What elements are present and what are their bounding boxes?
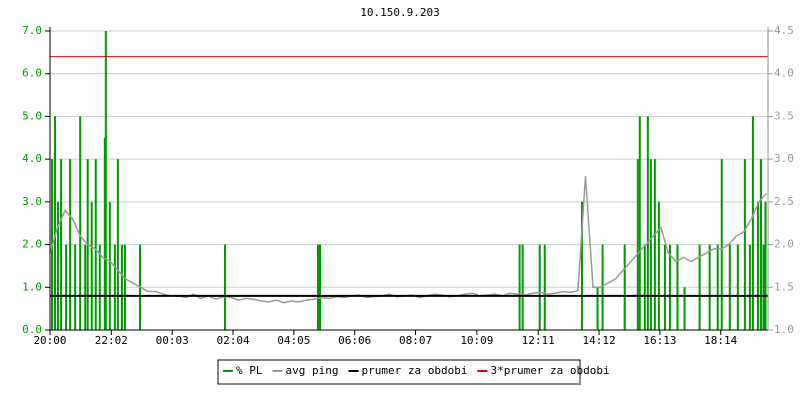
x-tick-label: 20:00 xyxy=(33,334,66,347)
x-tick-label: 16:13 xyxy=(643,334,676,347)
y2-tick-label: 3.5 xyxy=(774,109,794,122)
x-tick-label: 12:11 xyxy=(522,334,555,347)
y2-tick-label: 4.5 xyxy=(774,24,794,37)
y-tick-label: 7.0 xyxy=(22,24,42,37)
x-tick-label: 22:02 xyxy=(95,334,128,347)
y-tick-label: 3.0 xyxy=(22,195,42,208)
y2-tick-label: 3.0 xyxy=(774,152,794,165)
y2-tick-label: 2.0 xyxy=(774,238,794,251)
y-tick-label: 5.0 xyxy=(22,109,42,122)
y-tick-label: 0.0 xyxy=(22,323,42,336)
y2-tick-label: 2.5 xyxy=(774,195,794,208)
y2-tick-label: 1.0 xyxy=(774,323,794,336)
legend-label: % PL xyxy=(236,364,263,377)
chart-title: 10.150.9.203 xyxy=(360,6,439,19)
x-tick-label: 10:09 xyxy=(460,334,493,347)
y-tick-label: 2.0 xyxy=(22,238,42,251)
x-tick-label: 18:14 xyxy=(704,334,737,347)
x-tick-label: 04:05 xyxy=(277,334,310,347)
x-tick-label: 14:12 xyxy=(582,334,615,347)
x-tick-label: 02:04 xyxy=(216,334,249,347)
y-tick-label: 1.0 xyxy=(22,280,42,293)
legend-label: prumer za obdobi xyxy=(361,364,467,377)
y2-tick-label: 4.0 xyxy=(774,67,794,80)
y-tick-label: 6.0 xyxy=(22,67,42,80)
x-tick-label: 00:03 xyxy=(156,334,189,347)
legend-label: avg ping xyxy=(286,364,339,377)
y2-tick-label: 1.5 xyxy=(774,280,794,293)
legend-label: 3*prumer za obdobi xyxy=(490,364,609,377)
x-tick-label: 06:06 xyxy=(338,334,371,347)
x-tick-label: 08:07 xyxy=(399,334,432,347)
y-tick-label: 4.0 xyxy=(22,152,42,165)
